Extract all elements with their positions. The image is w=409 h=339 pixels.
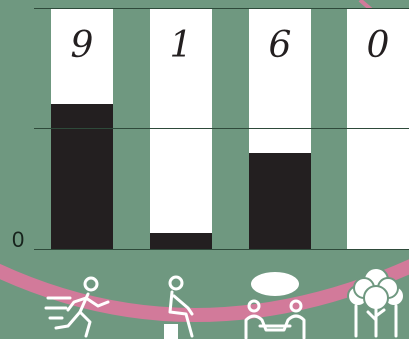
bar-meeting bbox=[249, 152, 311, 249]
y-tick-label: 0 bbox=[12, 227, 25, 252]
baseline bbox=[34, 249, 409, 250]
bar-value-label: 0 bbox=[366, 25, 390, 66]
bar-sitting bbox=[150, 232, 212, 249]
running-person-icon bbox=[44, 276, 110, 338]
bar-running bbox=[51, 104, 113, 249]
meeting-people-icon bbox=[244, 272, 306, 339]
bar-value-label: 9 bbox=[70, 25, 94, 66]
sitting-person-icon bbox=[164, 275, 194, 339]
bar-value-label: 1 bbox=[169, 25, 193, 66]
trees-icon bbox=[347, 267, 405, 338]
gridline-middle bbox=[34, 128, 409, 129]
gridline-top bbox=[34, 8, 409, 9]
bar-value-label: 6 bbox=[268, 25, 292, 66]
